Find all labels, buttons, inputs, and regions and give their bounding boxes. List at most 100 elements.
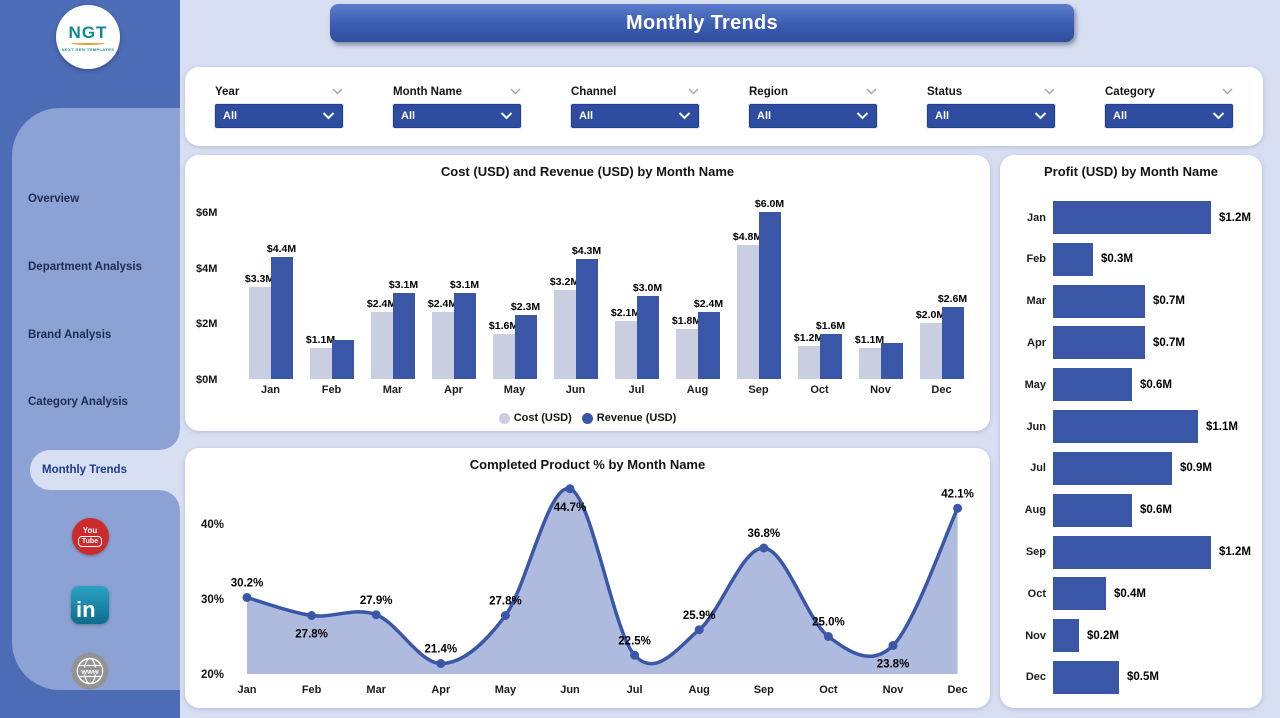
data-point[interactable] — [371, 610, 381, 620]
chevron-down-icon[interactable] — [510, 88, 521, 95]
profit-bar[interactable] — [1053, 577, 1106, 611]
data-label: $0.3M — [1101, 253, 1133, 266]
revenue-bar[interactable]: $3.1M — [450, 279, 479, 379]
cost-bar[interactable]: $3.3M — [245, 273, 274, 379]
data-label: $0.7M — [1153, 336, 1185, 349]
revenue-bar[interactable]: $2.3M — [511, 301, 540, 379]
chevron-down-icon[interactable] — [1222, 88, 1233, 95]
revenue-bar[interactable]: $3.1M — [389, 279, 418, 379]
chevron-down-icon[interactable] — [332, 88, 343, 95]
data-label: $3.1M — [449, 278, 480, 291]
data-point[interactable] — [436, 659, 446, 668]
revenue-bar[interactable]: $2.4M — [694, 298, 723, 379]
cost-bar[interactable]: $4.8M — [733, 231, 762, 379]
profit-bar[interactable] — [1053, 535, 1211, 569]
chevron-down-icon[interactable] — [866, 88, 877, 95]
cost-bar[interactable]: $1.6M — [489, 320, 518, 379]
logo-text: NGT — [68, 22, 108, 42]
profit-bar[interactable] — [1053, 284, 1145, 318]
profit-bar[interactable] — [1053, 493, 1132, 527]
legend-item-revenue[interactable]: Revenue (USD) — [581, 412, 676, 424]
cost-bar[interactable]: $1.1M — [306, 334, 335, 379]
profit-bar[interactable] — [1053, 368, 1132, 402]
sidebar-item-overview[interactable]: Overview — [28, 193, 80, 205]
revenue-bar[interactable]: $4.3M — [572, 245, 601, 379]
x-axis-tick: May — [503, 384, 526, 396]
cost-bar[interactable]: $3.2M — [550, 276, 579, 379]
revenue-bar[interactable]: $4.4M — [267, 243, 296, 379]
slicer-year-dropdown[interactable]: All — [215, 103, 343, 128]
sidebar-item-category-analysis[interactable]: Category Analysis — [28, 396, 128, 408]
data-label: $2.6M — [937, 292, 968, 305]
social-linkedin[interactable]: in — [0, 586, 180, 624]
social-website[interactable]: www — [0, 652, 180, 695]
cost-bar[interactable]: $1.2M — [794, 332, 823, 379]
youtube-icon[interactable]: You Tube — [71, 518, 109, 555]
bar-group: $1.6M $2.3M — [484, 212, 545, 379]
sidebar-item-department-analysis[interactable]: Department Analysis — [28, 261, 142, 273]
profit-bar[interactable] — [1053, 451, 1172, 485]
bar-group: $3.3M $4.4M — [240, 212, 301, 379]
cost-bar[interactable]: $1.1M — [855, 334, 884, 379]
revenue-bar[interactable]: $3.0M — [633, 282, 662, 379]
x-axis-tick: Jul — [628, 384, 645, 396]
data-point[interactable] — [565, 484, 575, 494]
slicer-month-name-dropdown[interactable]: All — [393, 103, 521, 128]
data-point[interactable] — [630, 650, 640, 660]
data-point[interactable] — [307, 611, 317, 620]
cost-bar[interactable]: $2.4M — [367, 298, 396, 379]
x-axis-tick: Aug — [689, 684, 710, 696]
sidebar-item-brand-analysis[interactable]: Brand Analysis — [28, 329, 112, 341]
profit-bar[interactable] — [1053, 619, 1079, 653]
profit-bar[interactable] — [1053, 660, 1119, 694]
profit-row: Jun $1.1M — [1012, 410, 1254, 444]
cost-bar[interactable]: $2.0M — [916, 309, 945, 379]
legend-item-cost[interactable]: Cost (USD) — [498, 412, 572, 424]
chevron-down-icon — [1034, 111, 1047, 119]
globe-icon[interactable]: www — [71, 652, 109, 695]
cost-bar[interactable]: $1.8M — [672, 315, 701, 379]
profit-bar[interactable] — [1053, 410, 1198, 444]
chart-legend: Cost (USD) Revenue (USD) — [185, 412, 990, 424]
sidebar-item-monthly-trends[interactable]: Monthly Trends — [30, 430, 180, 510]
data-label: $1.1M — [1206, 420, 1238, 433]
profit-bars: Jan $1.2M Feb $0.3M Mar $0.7M Apr $0.7M May $0.6M… — [1012, 201, 1254, 694]
data-label: $0.7M — [1153, 295, 1185, 308]
data-point[interactable] — [823, 632, 833, 641]
slicer-status-label: Status — [927, 85, 963, 98]
revenue-bar[interactable] — [331, 340, 354, 379]
data-point[interactable] — [242, 593, 252, 602]
data-point[interactable] — [500, 611, 510, 620]
revenue-bar[interactable]: $2.6M — [938, 293, 967, 379]
slicer-status-dropdown[interactable]: All — [927, 103, 1055, 128]
y-axis-tick: Apr — [1027, 336, 1046, 349]
cost-bar[interactable]: $2.1M — [611, 307, 640, 379]
data-point[interactable] — [694, 625, 704, 635]
slicer-category-dropdown[interactable]: All — [1105, 103, 1233, 128]
profit-row: Apr $0.7M — [1012, 326, 1254, 360]
data-point[interactable] — [888, 641, 898, 650]
logo-subtext: NEXT GEN TEMPLATES — [61, 46, 115, 52]
data-point[interactable] — [759, 543, 769, 553]
chevron-down-icon[interactable] — [688, 88, 699, 95]
y-axis-tick: $6M — [196, 207, 218, 219]
data-point[interactable] — [953, 503, 963, 513]
slicer-region-dropdown[interactable]: All — [749, 103, 877, 128]
profit-bar[interactable] — [1053, 242, 1093, 276]
x-axis-tick: Jan — [261, 384, 280, 396]
linkedin-icon[interactable]: in — [71, 586, 109, 624]
revenue-bar[interactable]: $6.0M — [755, 198, 784, 379]
slicer-channel-dropdown[interactable]: All — [571, 103, 699, 128]
chevron-down-icon[interactable] — [1044, 88, 1055, 95]
ngt-logo: NGT NEXT GEN TEMPLATES — [56, 5, 120, 69]
revenue-bar[interactable]: $1.6M — [816, 320, 845, 379]
social-youtube[interactable]: You Tube — [0, 518, 180, 555]
linkedin-icon-text: in — [76, 597, 96, 622]
x-axis-tick: Oct — [810, 384, 829, 396]
profit-bar[interactable] — [1053, 201, 1211, 234]
slicer-channel: Channel All — [571, 86, 699, 128]
profit-bar[interactable] — [1053, 326, 1145, 360]
revenue-bar[interactable] — [880, 342, 903, 379]
x-axis-tick: Jun — [565, 384, 586, 396]
cost-bar[interactable]: $2.4M — [428, 298, 457, 379]
